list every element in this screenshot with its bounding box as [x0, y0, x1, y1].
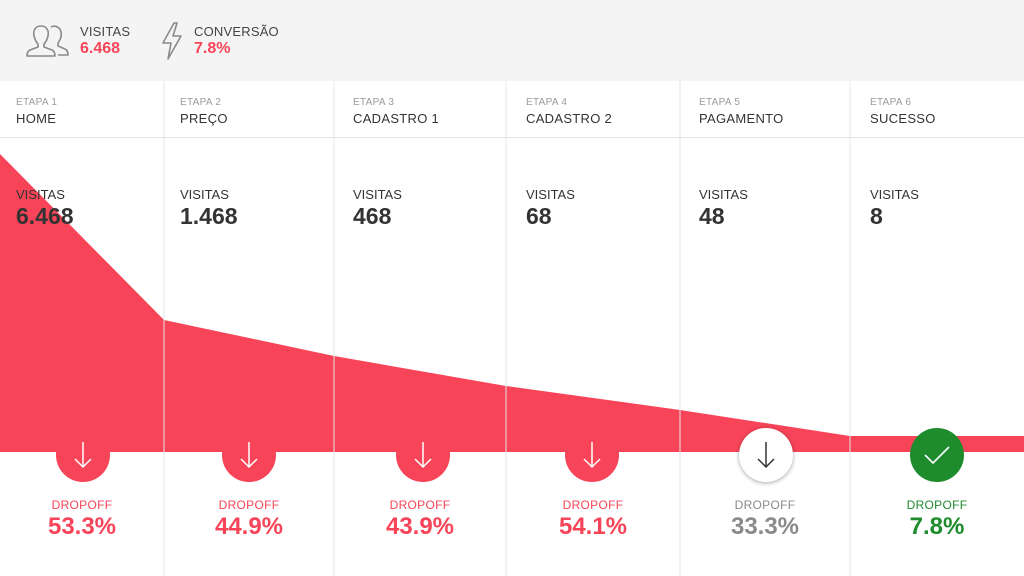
success-button[interactable] [910, 428, 964, 482]
stage-visits-value: 8 [870, 203, 883, 229]
stage-header: ETAPA 4 CADASTRO 2 [506, 81, 680, 138]
arrow-down-icon [583, 442, 601, 469]
stage-visits-label: VISITAS [699, 187, 748, 202]
stage-name: PAGAMENTO [699, 111, 784, 126]
stage-step: ETAPA 6 [870, 97, 912, 108]
stage-column-1: ETAPA 1 HOME VISITAS 6.468 DROPOFF 53.3% [0, 81, 164, 576]
stage-header: ETAPA 6 SUCESSO [850, 81, 1024, 138]
stage-visits-label: VISITAS [180, 187, 229, 202]
stage-step: ETAPA 4 [526, 97, 568, 108]
stage-visits-value: 6.468 [16, 203, 74, 229]
stage-header: ETAPA 1 HOME [0, 81, 164, 138]
dropoff-label: DROPOFF [906, 498, 968, 512]
checkmark-icon [924, 446, 950, 465]
funnel-area [0, 154, 1024, 452]
dropoff-value: 43.9% [385, 513, 455, 540]
stage-visits-label: VISITAS [526, 187, 575, 202]
stage-visits-value: 1.468 [180, 203, 238, 229]
stage-visits-value: 468 [353, 203, 392, 229]
stage-header: ETAPA 5 PAGAMENTO [680, 81, 850, 138]
arrow-down-icon [240, 442, 258, 469]
dropoff-value: 53.3% [47, 513, 117, 540]
stage-column-6: ETAPA 6 SUCESSO VISITAS 8 DROPOFF 7.8% [850, 81, 1024, 576]
arrow-down-icon [414, 442, 432, 469]
conversion-summary: CONVERSÃO 7.8% [160, 20, 279, 62]
stage-visits-label: VISITAS [870, 187, 919, 202]
visits-summary-label: VISITAS [80, 24, 131, 39]
conversion-summary-label: CONVERSÃO [194, 24, 279, 39]
dropoff-value: 33.3% [730, 513, 800, 540]
visits-summary-value: 6.468 [80, 40, 121, 57]
stage-step: ETAPA 3 [353, 97, 395, 108]
stage-column-2: ETAPA 2 PREÇO VISITAS 1.468 DROPOFF 44.9… [164, 81, 334, 576]
dropoff-label: DROPOFF [734, 498, 796, 512]
dropoff-button[interactable] [56, 428, 110, 482]
stage-header: ETAPA 3 CADASTRO 1 [334, 81, 506, 138]
dropoff-label: DROPOFF [389, 498, 451, 512]
dropoff-value: 54.1% [558, 513, 628, 540]
stage-name: SUCESSO [870, 111, 936, 126]
stage-name: CADASTRO 2 [526, 111, 613, 126]
dropoff-button[interactable] [396, 428, 450, 482]
dropoff-label: DROPOFF [562, 498, 624, 512]
dropoff-value: 44.9% [214, 513, 284, 540]
stage-header: ETAPA 2 PREÇO [164, 81, 334, 138]
dropoff-button[interactable] [565, 428, 619, 482]
stage-name: CADASTRO 1 [353, 111, 440, 126]
dropoff-button[interactable] [739, 428, 793, 482]
stage-visits-value: 68 [526, 203, 552, 229]
stage-name: HOME [16, 111, 57, 126]
stage-column-4: ETAPA 4 CADASTRO 2 VISITAS 68 DROPOFF 54… [506, 81, 680, 576]
summary-bar: VISITAS 6.468 CONVERSÃO 7.8% [0, 0, 1024, 81]
stage-step: ETAPA 1 [16, 97, 58, 108]
users-icon [24, 22, 70, 60]
lightning-icon [160, 21, 184, 61]
arrow-down-icon [74, 442, 92, 469]
stage-column-5: ETAPA 5 PAGAMENTO VISITAS 48 DROPOFF 33.… [680, 81, 850, 576]
arrow-down-icon [757, 442, 775, 469]
stage-column-3: ETAPA 3 CADASTRO 1 VISITAS 468 DROPOFF 4… [334, 81, 506, 576]
stage-step: ETAPA 5 [699, 97, 741, 108]
stage-visits-value: 48 [699, 203, 725, 229]
stage-visits-label: VISITAS [353, 187, 402, 202]
dropoff-label: DROPOFF [51, 498, 113, 512]
stage-visits-label: VISITAS [16, 187, 65, 202]
stage-name: PREÇO [180, 111, 228, 126]
conversion-summary-value: 7.8% [194, 40, 231, 57]
stage-step: ETAPA 2 [180, 97, 222, 108]
dropoff-label: DROPOFF [218, 498, 280, 512]
visits-summary: VISITAS 6.468 [24, 20, 130, 62]
dropoff-value: 7.8% [909, 513, 965, 540]
dropoff-button[interactable] [222, 428, 276, 482]
